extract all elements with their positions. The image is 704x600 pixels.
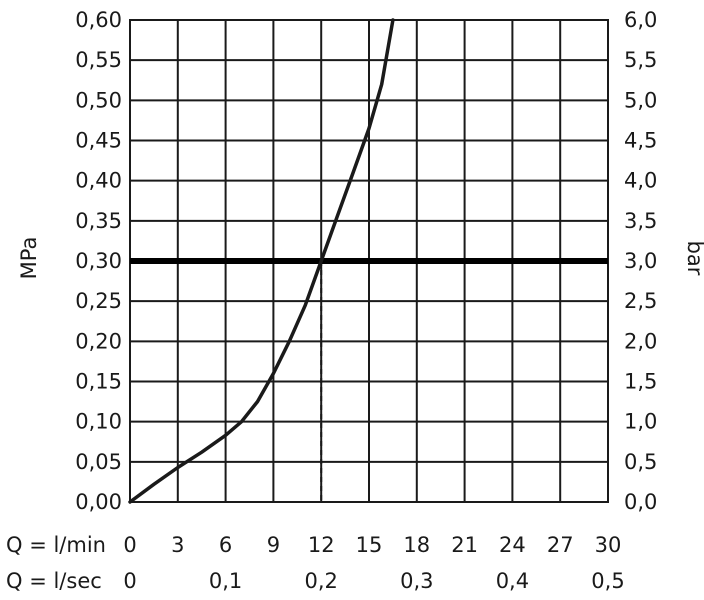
x-tick-label-lmin: 30 <box>595 533 622 557</box>
y-tick-label-left: 0,50 <box>75 88 122 112</box>
y-tick-label-right: 0,0 <box>624 490 657 514</box>
y-tick-label-right: 0,5 <box>624 450 657 474</box>
y-tick-label-right: 4,0 <box>624 169 657 193</box>
tick-labels: 0,000,050,100,150,200,250,300,350,400,45… <box>75 8 657 593</box>
x-tick-label-lmin: 18 <box>403 533 430 557</box>
y-tick-label-left: 0,55 <box>75 48 122 72</box>
y-tick-label-left: 0,30 <box>75 249 122 273</box>
x-tick-label-lsec: 0 <box>123 569 136 593</box>
y-tick-label-right: 3,5 <box>624 209 657 233</box>
y-tick-label-right: 5,0 <box>624 88 657 112</box>
y-tick-label-right: 6,0 <box>624 8 657 32</box>
y-tick-label-left: 0,25 <box>75 289 122 313</box>
y-tick-label-left: 0,45 <box>75 129 122 153</box>
x-tick-label-lsec: 0,3 <box>400 569 433 593</box>
y-tick-label-left: 0,60 <box>75 8 122 32</box>
x-tick-label-lsec: 0,1 <box>209 569 242 593</box>
series-line <box>128 18 395 504</box>
y-tick-label-right: 1,5 <box>624 370 657 394</box>
x-tick-label-lmin: 15 <box>356 533 383 557</box>
y-tick-label-left: 0,00 <box>75 490 122 514</box>
x-tick-label-lmin: 12 <box>308 533 335 557</box>
x-tick-label-lmin: 6 <box>219 533 232 557</box>
y-tick-label-right: 1,0 <box>624 410 657 434</box>
x-tick-label-lmin: 21 <box>451 533 478 557</box>
x-tick-label-lmin: 24 <box>499 533 526 557</box>
x-tick-label-lsec: 0,4 <box>496 569 529 593</box>
y-tick-label-left: 0,40 <box>75 169 122 193</box>
y-tick-label-right: 2,5 <box>624 289 657 313</box>
y-tick-label-right: 4,5 <box>624 129 657 153</box>
data-layer <box>128 18 608 504</box>
y-tick-label-left: 0,10 <box>75 410 122 434</box>
x-axis-title-secondary: Q = l/sec <box>6 569 102 593</box>
x-tick-label-lmin: 9 <box>267 533 280 557</box>
y-tick-label-left: 0,05 <box>75 450 122 474</box>
y-tick-label-left: 0,35 <box>75 209 122 233</box>
y-axis-title-right: bar <box>683 241 704 276</box>
x-tick-label-lsec: 0,2 <box>304 569 337 593</box>
y-axis-title-left: MPa <box>17 237 41 280</box>
y-tick-label-right: 2,0 <box>624 329 657 353</box>
x-axis-title-primary: Q = l/min <box>6 533 106 557</box>
y-tick-label-right: 5,5 <box>624 48 657 72</box>
y-tick-label-left: 0,20 <box>75 329 122 353</box>
x-tick-label-lmin: 27 <box>547 533 574 557</box>
y-tick-label-right: 3,0 <box>624 249 657 273</box>
x-tick-label-lmin: 0 <box>123 533 136 557</box>
y-tick-label-left: 0,15 <box>75 370 122 394</box>
x-tick-label-lmin: 3 <box>171 533 184 557</box>
x-tick-label-lsec: 0,5 <box>591 569 624 593</box>
